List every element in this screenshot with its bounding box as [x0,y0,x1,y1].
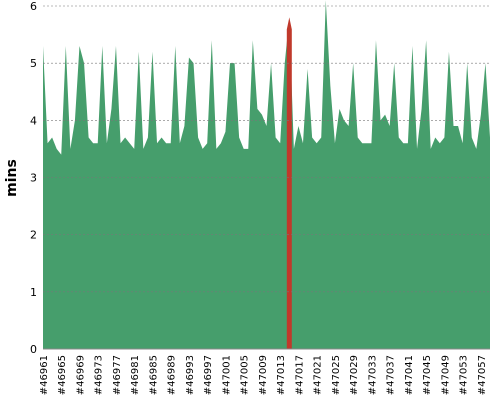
x-tick-label: #47005 [240,355,251,395]
x-tick-label: #47017 [294,355,305,395]
x-tick-label: #47057 [477,355,488,395]
x-tick-label: #47029 [349,355,360,395]
y-tick-label: 3 [30,172,37,185]
x-tick-label: #46965 [57,355,68,395]
x-tick-label: #46993 [185,355,196,395]
x-tick-label: #47021 [313,355,324,395]
x-tick-label: #46977 [112,355,123,395]
x-tick-label: #47025 [331,355,342,395]
x-tick-label: #46997 [203,355,214,395]
x-tick-label: #47001 [221,355,232,395]
x-tick-label: #47013 [276,355,287,395]
y-tick-label: 6 [30,0,37,13]
x-tick-label: #47053 [459,355,470,395]
x-tick-label: #47037 [386,355,397,395]
y-tick-label: 5 [30,57,37,70]
highlight-bar [286,17,292,350]
x-tick-label: #46969 [75,355,86,395]
x-tick-label: #46981 [130,355,141,395]
y-tick-label: 4 [30,114,37,127]
y-tick-label: 2 [30,229,37,242]
y-axis-label: mins [4,159,20,197]
x-tick-label: #46985 [148,355,159,395]
area [43,0,490,350]
x-tick-label: #47009 [258,355,269,395]
x-tick-label: #46989 [167,355,178,395]
y-tick-label: 1 [30,286,37,299]
x-tick-label: #47049 [440,355,451,395]
y-tick-label: 0 [30,343,37,356]
x-tick-label: #47045 [422,355,433,395]
x-tick-label: #47041 [404,355,415,395]
x-tick-label: #46961 [39,355,50,395]
x-tick-label: #47033 [367,355,378,395]
x-tick-label: #46973 [94,355,105,395]
